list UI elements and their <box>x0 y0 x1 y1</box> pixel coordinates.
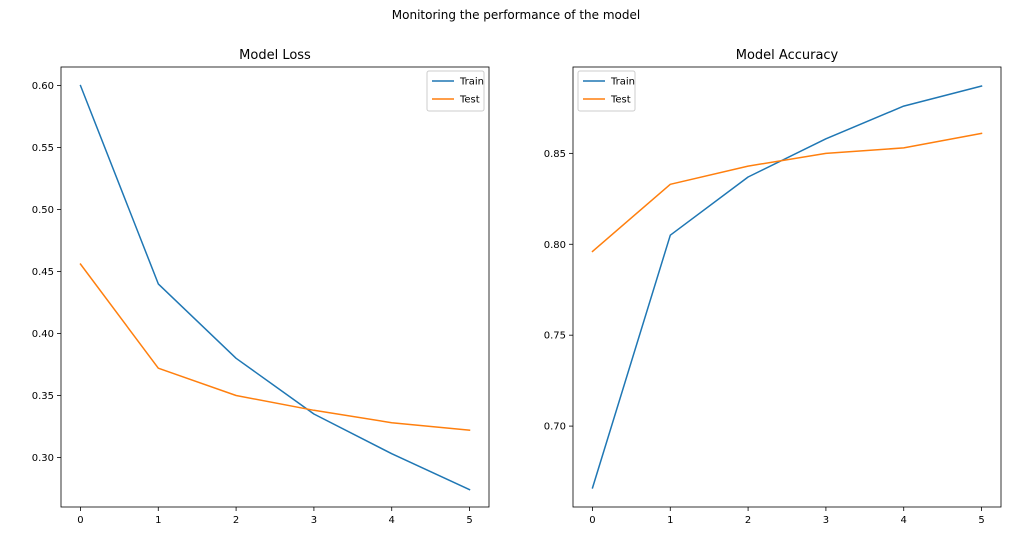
loss-axes-frame <box>60 66 490 508</box>
accuracy-y-tick-label: 0.75 <box>544 331 566 342</box>
accuracy-x-tick-label: 2 <box>745 515 751 526</box>
accuracy-test-line <box>591 132 983 253</box>
accuracy-panel: Model Accuracy 0 1 2 3 4 5 0.70 0.75 0.80 0.85 Tr… <box>544 48 1002 526</box>
loss-x-tick-label: 0 <box>77 515 83 526</box>
loss-x-tick-label: 2 <box>233 515 239 526</box>
loss-legend: Train Test <box>426 70 485 112</box>
accuracy-train-line <box>591 85 983 489</box>
loss-x-tick-label: 5 <box>466 515 472 526</box>
loss-y-tick-label: 0.40 <box>32 329 54 340</box>
accuracy-axes-frame <box>572 66 1002 508</box>
loss-legend-test-label: Test <box>459 95 480 106</box>
loss-y-tick-label: 0.60 <box>32 81 54 92</box>
accuracy-x-tick-label: 1 <box>667 515 673 526</box>
figure-suptitle: Monitoring the performance of the model <box>392 8 640 22</box>
accuracy-series-group <box>591 85 983 489</box>
loss-y-tick-label: 0.50 <box>32 205 54 216</box>
loss-series-group <box>79 84 471 491</box>
loss-y-tick-label: 0.55 <box>32 143 54 154</box>
accuracy-x-tick-label: 4 <box>901 515 907 526</box>
loss-x-tick-label: 3 <box>311 515 317 526</box>
loss-x-tick-label: 1 <box>155 515 161 526</box>
loss-panel: Model Loss 0 1 2 3 4 5 0.30 0.35 0.40 0.45 0.50 0.5… <box>32 48 490 526</box>
accuracy-x-tick-label: 5 <box>978 515 984 526</box>
accuracy-y-tick-label: 0.70 <box>544 422 566 433</box>
accuracy-axis-ticks: 0 1 2 3 4 5 0.70 0.75 0.80 0.85 <box>544 149 985 526</box>
loss-legend-train-label: Train <box>459 77 484 88</box>
accuracy-y-tick-label: 0.85 <box>544 149 566 160</box>
loss-train-line <box>79 84 471 491</box>
accuracy-y-tick-label: 0.80 <box>544 240 566 251</box>
accuracy-legend-train-label: Train <box>610 77 635 88</box>
loss-y-tick-label: 0.45 <box>32 267 54 278</box>
accuracy-chart-title: Model Accuracy <box>736 48 839 63</box>
accuracy-x-tick-label: 0 <box>589 515 595 526</box>
loss-y-tick-label: 0.30 <box>32 453 54 464</box>
loss-test-line <box>79 263 471 432</box>
accuracy-legend-test-label: Test <box>610 95 631 106</box>
loss-y-tick-label: 0.35 <box>32 391 54 402</box>
accuracy-legend: Train Test <box>577 70 636 112</box>
loss-axis-ticks: 0 1 2 3 4 5 0.30 0.35 0.40 0.45 0.50 0.55 0.60 <box>32 81 473 526</box>
loss-chart-title: Model Loss <box>239 48 311 63</box>
accuracy-x-tick-label: 3 <box>823 515 829 526</box>
loss-x-tick-label: 4 <box>389 515 395 526</box>
